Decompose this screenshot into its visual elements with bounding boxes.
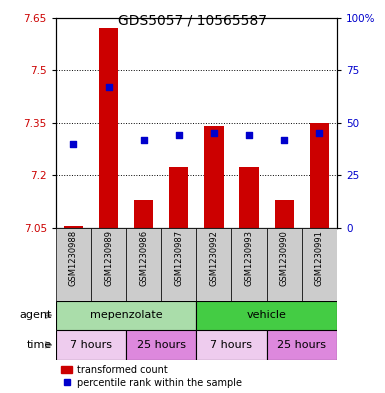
Bar: [56, 330, 126, 360]
Text: GDS5057 / 10565587: GDS5057 / 10565587: [118, 14, 267, 28]
Legend: transformed count, percentile rank within the sample: transformed count, percentile rank withi…: [61, 365, 242, 388]
Text: GSM1230988: GSM1230988: [69, 230, 78, 286]
Text: 7 hours: 7 hours: [70, 340, 112, 350]
Point: [70, 141, 77, 147]
Point: [176, 132, 182, 139]
Text: 25 hours: 25 hours: [137, 340, 186, 350]
Bar: [196, 330, 266, 360]
Bar: [302, 228, 337, 301]
Point: [141, 136, 147, 143]
Text: agent: agent: [20, 310, 52, 320]
Bar: [239, 167, 259, 228]
Bar: [99, 28, 118, 228]
Bar: [169, 167, 188, 228]
Bar: [134, 200, 153, 228]
Bar: [56, 228, 91, 301]
Text: GSM1230992: GSM1230992: [209, 230, 218, 286]
Bar: [310, 123, 329, 228]
Bar: [231, 228, 266, 301]
Text: GSM1230990: GSM1230990: [280, 230, 289, 286]
Bar: [196, 301, 337, 330]
Point: [281, 136, 287, 143]
Text: vehicle: vehicle: [247, 310, 286, 320]
Bar: [126, 228, 161, 301]
Text: mepenzolate: mepenzolate: [90, 310, 162, 320]
Point: [246, 132, 252, 139]
Text: GSM1230986: GSM1230986: [139, 230, 148, 286]
Bar: [275, 200, 294, 228]
Point: [316, 130, 322, 136]
Bar: [196, 228, 231, 301]
Text: GSM1230991: GSM1230991: [315, 230, 324, 286]
Bar: [56, 301, 196, 330]
Bar: [161, 228, 196, 301]
Text: 25 hours: 25 hours: [277, 340, 326, 350]
Text: 7 hours: 7 hours: [211, 340, 253, 350]
Bar: [126, 330, 196, 360]
Text: GSM1230987: GSM1230987: [174, 230, 183, 286]
Bar: [64, 226, 83, 228]
Bar: [266, 228, 302, 301]
Point: [105, 84, 112, 90]
Bar: [91, 228, 126, 301]
Text: time: time: [27, 340, 52, 350]
Text: GSM1230989: GSM1230989: [104, 230, 113, 286]
Text: GSM1230993: GSM1230993: [244, 230, 254, 286]
Bar: [266, 330, 337, 360]
Point: [211, 130, 217, 136]
Bar: [204, 126, 224, 228]
